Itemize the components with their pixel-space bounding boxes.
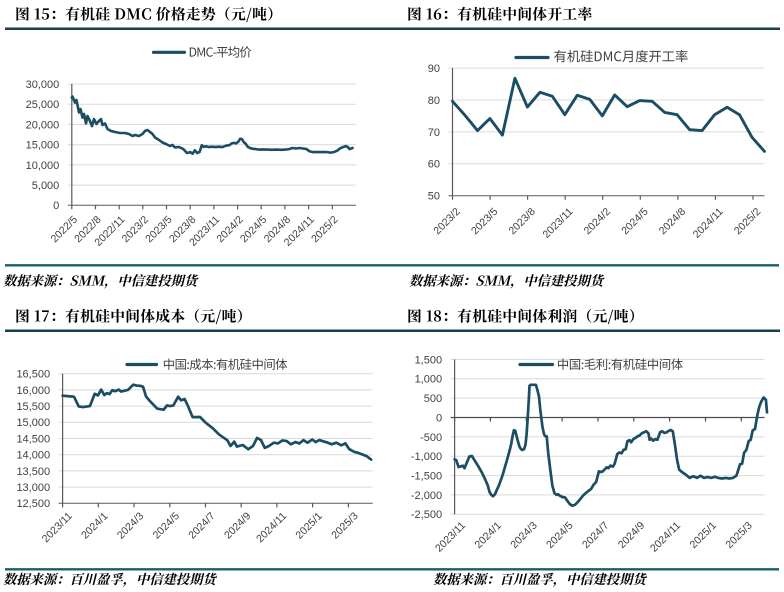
svg-text:16,500: 16,500 xyxy=(16,369,50,381)
svg-text:0: 0 xyxy=(436,412,442,424)
svg-text:-2,500: -2,500 xyxy=(411,509,442,521)
svg-text:500: 500 xyxy=(424,393,442,405)
svg-text:80: 80 xyxy=(428,95,440,107)
svg-text:-1,500: -1,500 xyxy=(411,470,442,482)
svg-text:-2,000: -2,000 xyxy=(411,490,442,502)
svg-text:70: 70 xyxy=(428,127,440,139)
svg-text:13,000: 13,000 xyxy=(16,482,50,494)
svg-text:25,000: 25,000 xyxy=(26,99,60,111)
svg-text:50: 50 xyxy=(428,191,440,203)
svg-text:13,500: 13,500 xyxy=(16,466,50,478)
svg-text:10,000: 10,000 xyxy=(26,160,60,172)
svg-text:12,500: 12,500 xyxy=(16,498,50,510)
svg-text:0: 0 xyxy=(53,200,59,212)
svg-text:1,000: 1,000 xyxy=(415,374,443,386)
svg-text:-1,000: -1,000 xyxy=(411,451,442,463)
svg-text:30,000: 30,000 xyxy=(26,79,60,91)
svg-text:90: 90 xyxy=(428,63,440,75)
svg-text:1,500: 1,500 xyxy=(415,354,443,366)
svg-text:15,000: 15,000 xyxy=(26,140,60,152)
svg-text:20,000: 20,000 xyxy=(26,119,60,131)
svg-text:5,000: 5,000 xyxy=(32,180,60,192)
svg-text:14,500: 14,500 xyxy=(16,433,50,445)
svg-text:-500: -500 xyxy=(420,432,442,444)
svg-text:14,000: 14,000 xyxy=(16,450,50,462)
svg-text:15,000: 15,000 xyxy=(16,417,50,429)
svg-text:15,500: 15,500 xyxy=(16,401,50,413)
svg-text:60: 60 xyxy=(428,159,440,171)
svg-text:16,000: 16,000 xyxy=(16,385,50,397)
